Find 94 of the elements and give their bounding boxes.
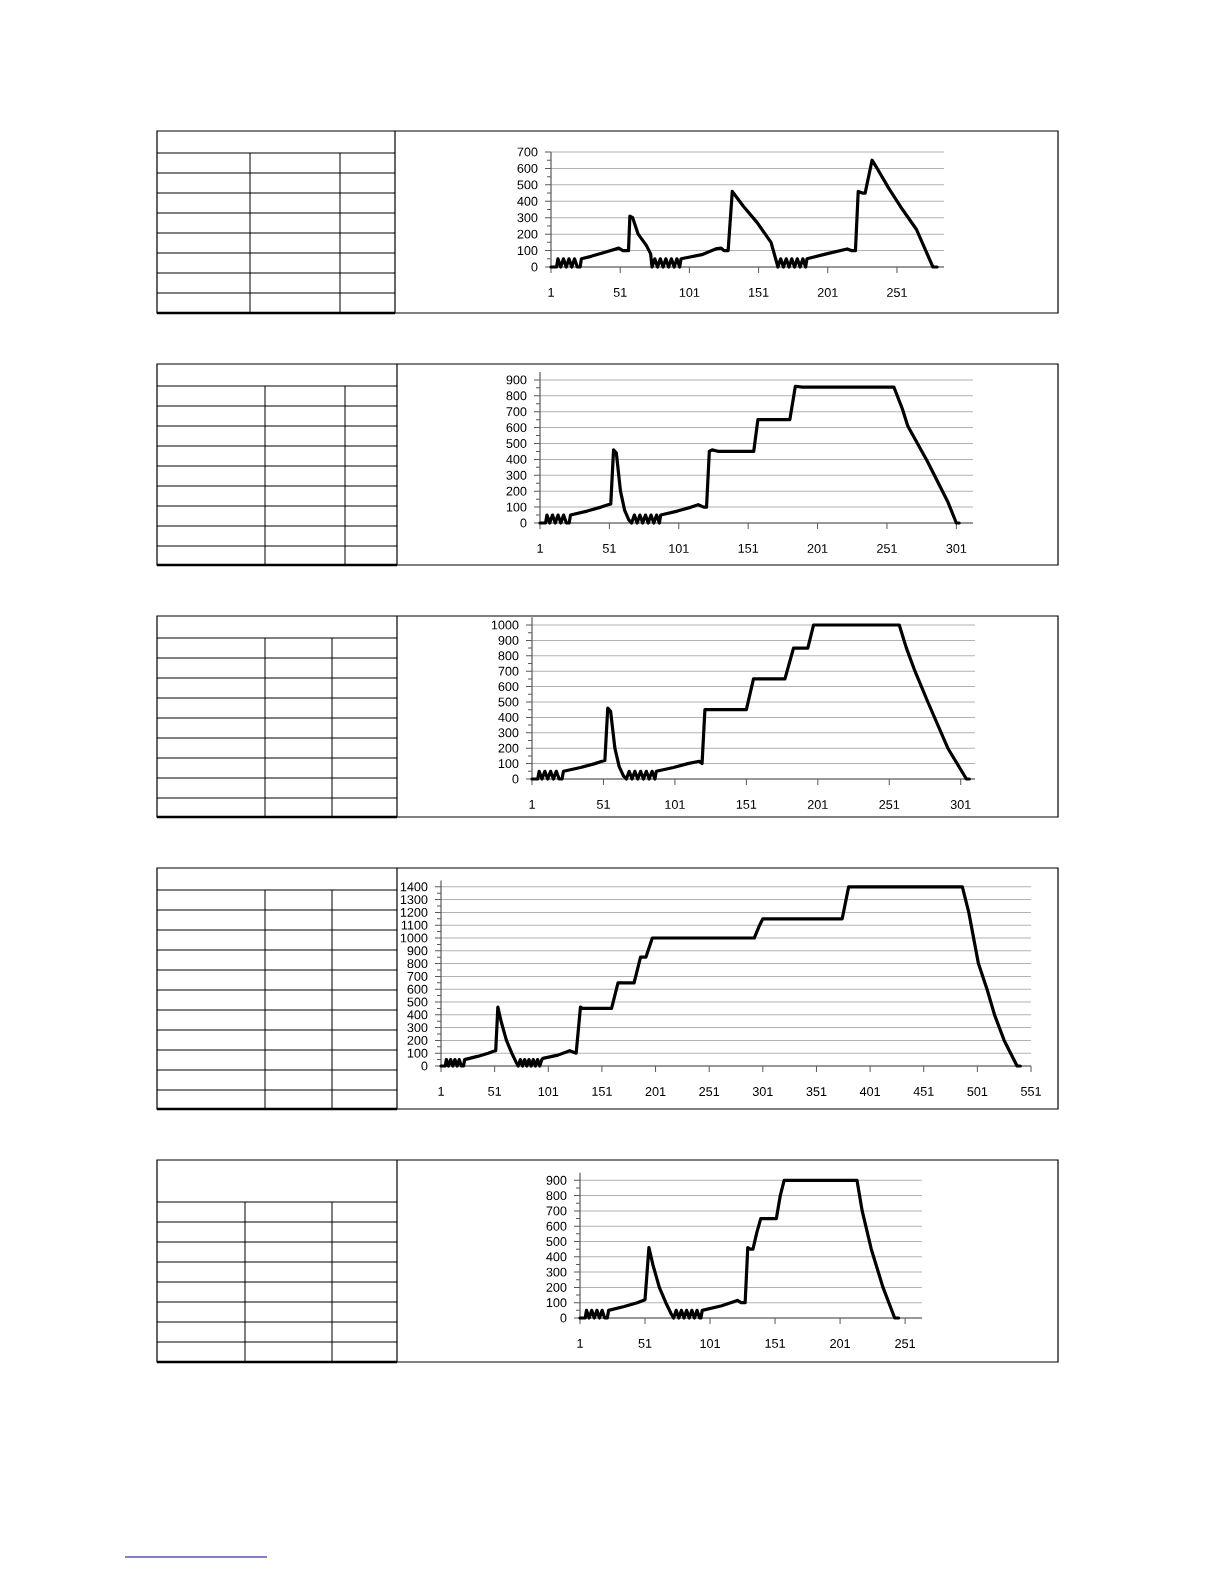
y-tick-label: 800 — [407, 959, 428, 969]
x-tick-label: 151 — [749, 288, 769, 297]
line-series — [549, 158, 939, 269]
y-tick-label: 400 — [517, 196, 538, 206]
x-tick-label: 1 — [537, 544, 543, 553]
x-tick-label: 251 — [879, 800, 900, 809]
y-tick-label: 700 — [546, 1206, 567, 1216]
x-tick-label: 1 — [548, 288, 554, 297]
y-tick-label: 1200 — [400, 907, 428, 917]
x-tick-label: 301 — [950, 800, 971, 809]
x-tick-label: 1 — [438, 1087, 444, 1096]
y-tick-label: 500 — [546, 1237, 567, 1246]
y-tick-label: 300 — [407, 1023, 428, 1033]
y-tick-label: 600 — [498, 682, 519, 692]
y-tick-label: 200 — [407, 1035, 428, 1045]
y-tick-label: 100 — [517, 246, 538, 256]
x-tick-label: 101 — [700, 1339, 720, 1348]
x-tick-label: 51 — [638, 1339, 652, 1348]
x-tick-label: 101 — [538, 1087, 559, 1096]
x-tick-label: 151 — [592, 1087, 612, 1096]
x-tick-label: 301 — [752, 1087, 773, 1096]
y-tick-label: 1400 — [400, 882, 428, 892]
y-tick-label: 900 — [546, 1175, 567, 1185]
x-tick-label: 1 — [529, 800, 535, 809]
y-tick-label: 100 — [407, 1048, 428, 1058]
y-tick-label: 300 — [506, 470, 527, 480]
x-tick-label: 101 — [669, 544, 689, 553]
x-tick-label: 201 — [807, 800, 828, 809]
x-tick-label: 501 — [967, 1087, 988, 1096]
y-tick-label: 500 — [498, 697, 519, 707]
y-tick-label: 1300 — [400, 895, 428, 905]
x-tick-label: 251 — [895, 1339, 915, 1348]
y-tick-label: 900 — [407, 946, 428, 956]
y-tick-label: 100 — [546, 1298, 567, 1308]
y-tick-label: 400 — [498, 712, 519, 722]
x-tick-label: 51 — [596, 800, 610, 809]
y-tick-label: 900 — [498, 635, 519, 645]
y-tick-label: 700 — [407, 971, 428, 981]
y-tick-label: 300 — [517, 213, 538, 223]
x-tick-label: 451 — [913, 1087, 934, 1096]
y-tick-label: 600 — [407, 984, 428, 994]
y-tick-label: 1000 — [491, 620, 519, 630]
y-tick-label: 300 — [546, 1267, 567, 1277]
y-tick-label: 800 — [546, 1191, 567, 1201]
y-tick-label: 600 — [506, 423, 527, 433]
y-tick-label: 800 — [498, 651, 519, 661]
y-tick-label: 0 — [531, 262, 538, 272]
y-tick-label: 500 — [506, 439, 527, 448]
y-tick-label: 900 — [506, 375, 527, 385]
x-tick-label: 101 — [665, 800, 685, 809]
y-tick-label: 0 — [421, 1061, 428, 1071]
line-series — [578, 1178, 901, 1320]
y-tick-label: 100 — [506, 502, 527, 512]
y-tick-label: 700 — [517, 147, 538, 157]
y-tick-label: 500 — [517, 180, 538, 190]
x-tick-label: 201 — [645, 1087, 666, 1096]
y-tick-label: 300 — [498, 728, 519, 738]
y-tick-label: 200 — [517, 229, 538, 239]
y-tick-label: 500 — [407, 997, 428, 1007]
x-tick-label: 201 — [830, 1339, 850, 1348]
x-tick-label: 151 — [765, 1339, 785, 1348]
x-tick-label: 201 — [817, 288, 838, 297]
x-tick-label: 1 — [577, 1339, 583, 1348]
x-tick-label: 251 — [887, 288, 907, 297]
x-tick-label: 101 — [679, 288, 700, 297]
y-tick-label: 200 — [498, 743, 519, 753]
y-tick-label: 100 — [498, 759, 519, 769]
y-tick-label: 200 — [506, 486, 527, 496]
x-tick-label: 51 — [602, 544, 616, 553]
y-tick-label: 400 — [506, 454, 527, 464]
y-tick-label: 1000 — [400, 933, 428, 943]
x-tick-label: 151 — [738, 544, 759, 553]
y-tick-label: 0 — [512, 774, 519, 784]
x-tick-label: 151 — [736, 800, 757, 809]
x-tick-label: 51 — [488, 1087, 502, 1096]
y-tick-label: 200 — [546, 1282, 567, 1292]
x-tick-label: 251 — [699, 1087, 720, 1096]
y-tick-label: 600 — [517, 163, 538, 173]
x-tick-label: 51 — [613, 288, 627, 297]
x-tick-label: 301 — [946, 544, 967, 553]
y-tick-label: 1100 — [401, 920, 428, 930]
x-tick-label: 351 — [806, 1087, 827, 1096]
y-tick-label: 800 — [506, 391, 527, 401]
x-tick-label: 551 — [1021, 1087, 1041, 1096]
y-tick-label: 400 — [407, 1010, 428, 1020]
x-tick-label: 201 — [807, 544, 828, 553]
y-tick-label: 400 — [546, 1252, 567, 1262]
y-tick-label: 700 — [506, 407, 527, 417]
y-tick-label: 600 — [546, 1221, 567, 1231]
y-tick-label: 0 — [520, 518, 527, 528]
x-tick-label: 251 — [877, 544, 897, 553]
y-tick-label: 0 — [560, 1313, 567, 1323]
x-tick-label: 401 — [859, 1087, 880, 1096]
y-tick-label: 700 — [498, 666, 519, 676]
